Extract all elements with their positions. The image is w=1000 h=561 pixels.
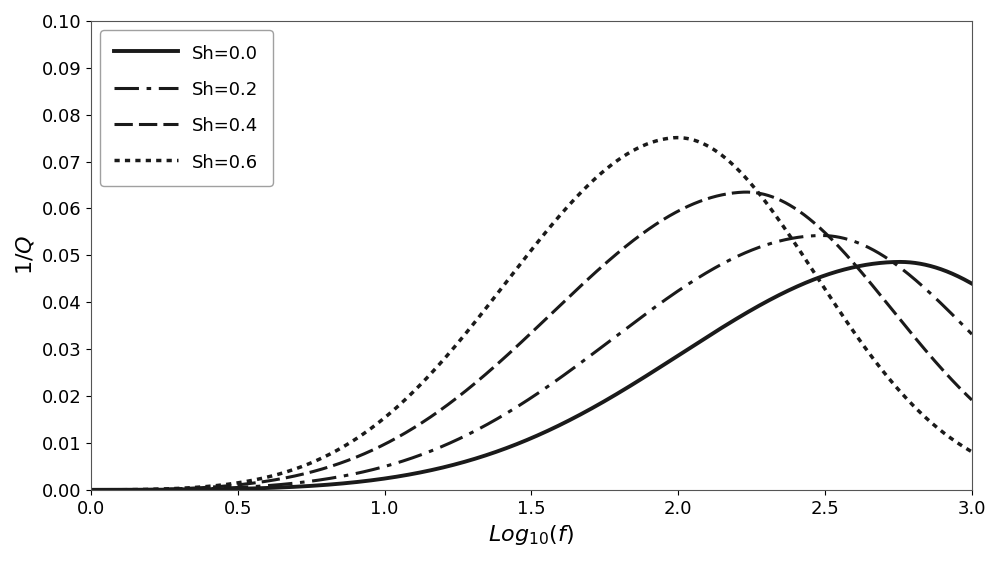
Line: Sh=0.6: Sh=0.6 — [91, 137, 972, 490]
Sh=0.2 — [461, 431, 473, 438]
Line: Sh=0.2: Sh=0.2 — [91, 236, 972, 490]
Sh=0.2 — [949, 314, 961, 320]
Sh=0.6 — [949, 438, 961, 444]
Sh=0.6 — [85, 486, 97, 493]
Sh=0.0 — [85, 486, 97, 493]
Sh=0.2 — [854, 240, 866, 247]
Sh=0.0 — [185, 486, 197, 493]
Sh=0.0 — [238, 485, 250, 492]
Sh=0.0 — [461, 458, 473, 465]
Sh=0.2 — [238, 484, 250, 490]
Line: Sh=0.0: Sh=0.0 — [91, 262, 972, 490]
X-axis label: $Log_{10}(f)$: $Log_{10}(f)$ — [488, 523, 574, 547]
Sh=0.4 — [461, 387, 473, 393]
Sh=0.4 — [185, 485, 197, 491]
Sh=0.6 — [966, 448, 978, 455]
Sh=0.4 — [854, 267, 866, 274]
Sh=0.2 — [423, 448, 435, 455]
Sh=0.4 — [423, 415, 435, 421]
Legend: Sh=0.0, Sh=0.2, Sh=0.4, Sh=0.6: Sh=0.0, Sh=0.2, Sh=0.4, Sh=0.6 — [100, 30, 273, 186]
Y-axis label: $1/Q$: $1/Q$ — [14, 235, 36, 275]
Sh=0.2 — [815, 232, 827, 239]
Sh=0.6 — [854, 337, 866, 344]
Sh=0.6 — [461, 329, 473, 335]
Sh=0.4 — [966, 397, 978, 403]
Sh=0.6 — [672, 134, 684, 141]
Sh=0.6 — [185, 484, 197, 491]
Line: Sh=0.4: Sh=0.4 — [91, 192, 972, 490]
Sh=0.0 — [854, 263, 866, 269]
Sh=0.2 — [85, 486, 97, 493]
Sh=0.0 — [894, 259, 906, 265]
Sh=0.4 — [238, 481, 250, 488]
Sh=0.0 — [949, 272, 961, 278]
Sh=0.4 — [949, 380, 961, 387]
Sh=0.0 — [966, 280, 978, 287]
Sh=0.2 — [185, 486, 197, 493]
Sh=0.4 — [740, 188, 752, 195]
Sh=0.6 — [423, 373, 435, 379]
Sh=0.4 — [85, 486, 97, 493]
Sh=0.6 — [238, 479, 250, 485]
Sh=0.2 — [966, 331, 978, 338]
Sh=0.0 — [423, 467, 435, 474]
